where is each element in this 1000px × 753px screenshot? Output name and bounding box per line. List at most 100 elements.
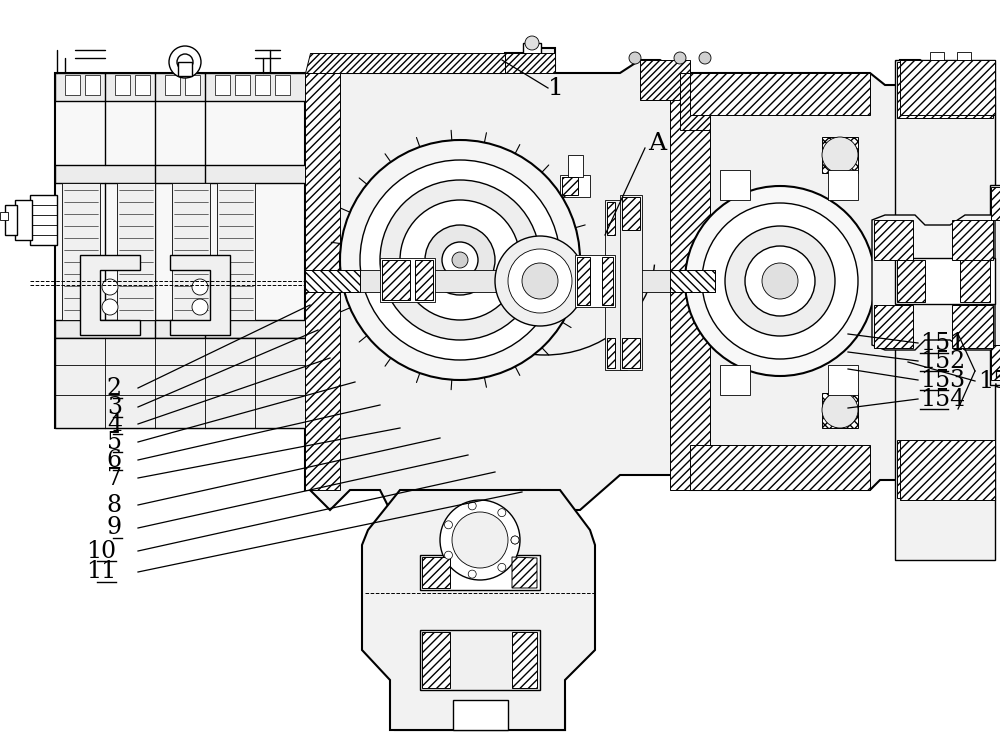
Polygon shape xyxy=(897,260,925,302)
Bar xyxy=(305,270,715,292)
Circle shape xyxy=(702,203,858,359)
Text: 3: 3 xyxy=(107,395,122,419)
Circle shape xyxy=(685,186,875,376)
Circle shape xyxy=(192,299,208,315)
Text: 153: 153 xyxy=(920,368,965,392)
Bar xyxy=(895,60,995,560)
Bar xyxy=(55,73,310,101)
Bar xyxy=(55,338,310,428)
Bar xyxy=(185,75,200,95)
Text: 5: 5 xyxy=(107,431,122,453)
Polygon shape xyxy=(897,62,993,118)
Circle shape xyxy=(444,551,452,559)
Polygon shape xyxy=(562,177,578,195)
Polygon shape xyxy=(670,270,715,292)
Polygon shape xyxy=(622,338,640,368)
Polygon shape xyxy=(690,445,870,490)
Text: 152: 152 xyxy=(920,349,965,373)
Circle shape xyxy=(468,502,476,510)
Circle shape xyxy=(498,508,506,517)
Circle shape xyxy=(522,263,558,299)
Bar xyxy=(957,52,971,66)
Circle shape xyxy=(192,279,208,295)
Polygon shape xyxy=(305,270,360,292)
Bar xyxy=(135,75,150,95)
Bar xyxy=(568,155,583,177)
Bar xyxy=(172,183,210,320)
Circle shape xyxy=(452,252,468,268)
Polygon shape xyxy=(170,255,230,335)
Polygon shape xyxy=(874,305,913,348)
Polygon shape xyxy=(670,73,710,490)
Polygon shape xyxy=(305,73,340,490)
Bar xyxy=(828,365,858,395)
Circle shape xyxy=(452,512,508,568)
Text: 4: 4 xyxy=(107,413,122,435)
Circle shape xyxy=(725,226,835,336)
Polygon shape xyxy=(80,255,140,335)
Bar xyxy=(115,75,130,95)
Polygon shape xyxy=(362,490,595,730)
Text: 151: 151 xyxy=(920,331,965,355)
Polygon shape xyxy=(422,632,450,688)
Circle shape xyxy=(340,140,580,380)
Circle shape xyxy=(360,160,560,360)
Polygon shape xyxy=(512,557,537,588)
Bar xyxy=(275,75,290,95)
Text: 8: 8 xyxy=(107,493,122,517)
Bar xyxy=(55,73,310,428)
Circle shape xyxy=(745,246,815,316)
Polygon shape xyxy=(382,260,410,300)
Text: 10: 10 xyxy=(86,539,116,562)
Circle shape xyxy=(629,52,641,64)
Bar xyxy=(895,258,995,304)
Bar xyxy=(235,75,250,95)
Text: A: A xyxy=(648,132,666,154)
Polygon shape xyxy=(602,257,613,305)
Text: 15: 15 xyxy=(978,370,1000,392)
Polygon shape xyxy=(505,53,555,73)
Circle shape xyxy=(495,236,585,326)
Polygon shape xyxy=(900,60,995,115)
Polygon shape xyxy=(822,137,858,173)
Text: 154: 154 xyxy=(920,388,965,410)
Polygon shape xyxy=(991,345,1000,380)
Bar xyxy=(5,205,17,235)
Bar xyxy=(55,165,310,183)
Circle shape xyxy=(822,392,858,428)
Bar xyxy=(828,170,858,200)
Bar xyxy=(720,170,750,200)
Polygon shape xyxy=(872,215,995,350)
Text: 11: 11 xyxy=(86,560,116,584)
Bar xyxy=(380,258,435,302)
Text: 7: 7 xyxy=(107,467,122,489)
Polygon shape xyxy=(822,393,858,428)
Bar xyxy=(605,200,627,370)
Polygon shape xyxy=(640,60,690,100)
Circle shape xyxy=(400,200,520,320)
Circle shape xyxy=(177,54,193,70)
Bar xyxy=(620,195,642,370)
Polygon shape xyxy=(305,48,710,730)
Circle shape xyxy=(440,500,520,580)
Polygon shape xyxy=(422,557,450,588)
Bar xyxy=(523,43,541,55)
Bar xyxy=(720,365,750,395)
Polygon shape xyxy=(874,220,913,260)
Bar xyxy=(62,183,100,320)
Circle shape xyxy=(822,137,858,173)
Bar xyxy=(85,75,100,95)
Bar xyxy=(55,320,310,338)
Polygon shape xyxy=(305,53,505,73)
Bar xyxy=(117,183,155,320)
Circle shape xyxy=(468,570,476,578)
Circle shape xyxy=(102,299,118,315)
Polygon shape xyxy=(900,440,995,500)
Bar xyxy=(30,195,57,245)
Polygon shape xyxy=(952,305,993,348)
Polygon shape xyxy=(952,220,993,260)
Bar xyxy=(420,630,540,690)
Text: 1: 1 xyxy=(548,77,564,99)
Circle shape xyxy=(762,263,798,299)
Circle shape xyxy=(498,563,506,572)
